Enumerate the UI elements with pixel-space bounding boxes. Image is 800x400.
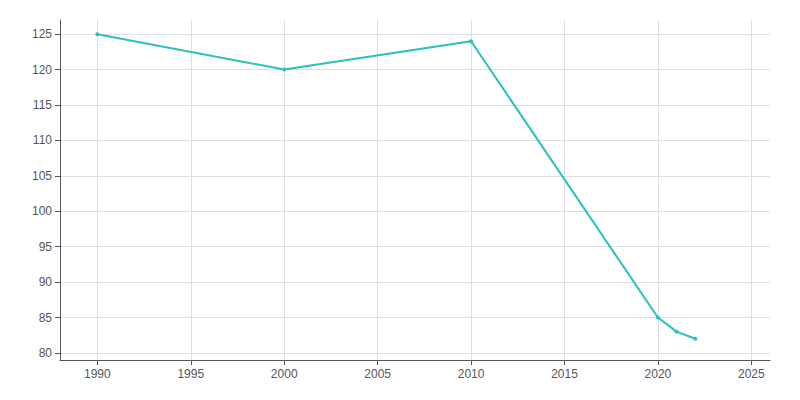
svg-text:100: 100 <box>32 204 52 218</box>
svg-text:2015: 2015 <box>551 367 578 381</box>
svg-text:110: 110 <box>33 133 52 147</box>
svg-text:95: 95 <box>39 240 53 254</box>
svg-text:2000: 2000 <box>271 367 298 381</box>
svg-text:1995: 1995 <box>177 367 204 381</box>
svg-text:85: 85 <box>39 311 53 325</box>
svg-text:2020: 2020 <box>645 367 672 381</box>
svg-text:1990: 1990 <box>84 367 111 381</box>
svg-text:120: 120 <box>32 63 52 77</box>
svg-text:125: 125 <box>32 27 52 41</box>
svg-text:90: 90 <box>39 275 53 289</box>
svg-text:2010: 2010 <box>458 367 485 381</box>
svg-text:80: 80 <box>39 346 53 360</box>
svg-text:2025: 2025 <box>738 367 765 381</box>
svg-text:2005: 2005 <box>364 367 391 381</box>
svg-text:115: 115 <box>33 98 52 112</box>
svg-text:105: 105 <box>32 169 52 183</box>
